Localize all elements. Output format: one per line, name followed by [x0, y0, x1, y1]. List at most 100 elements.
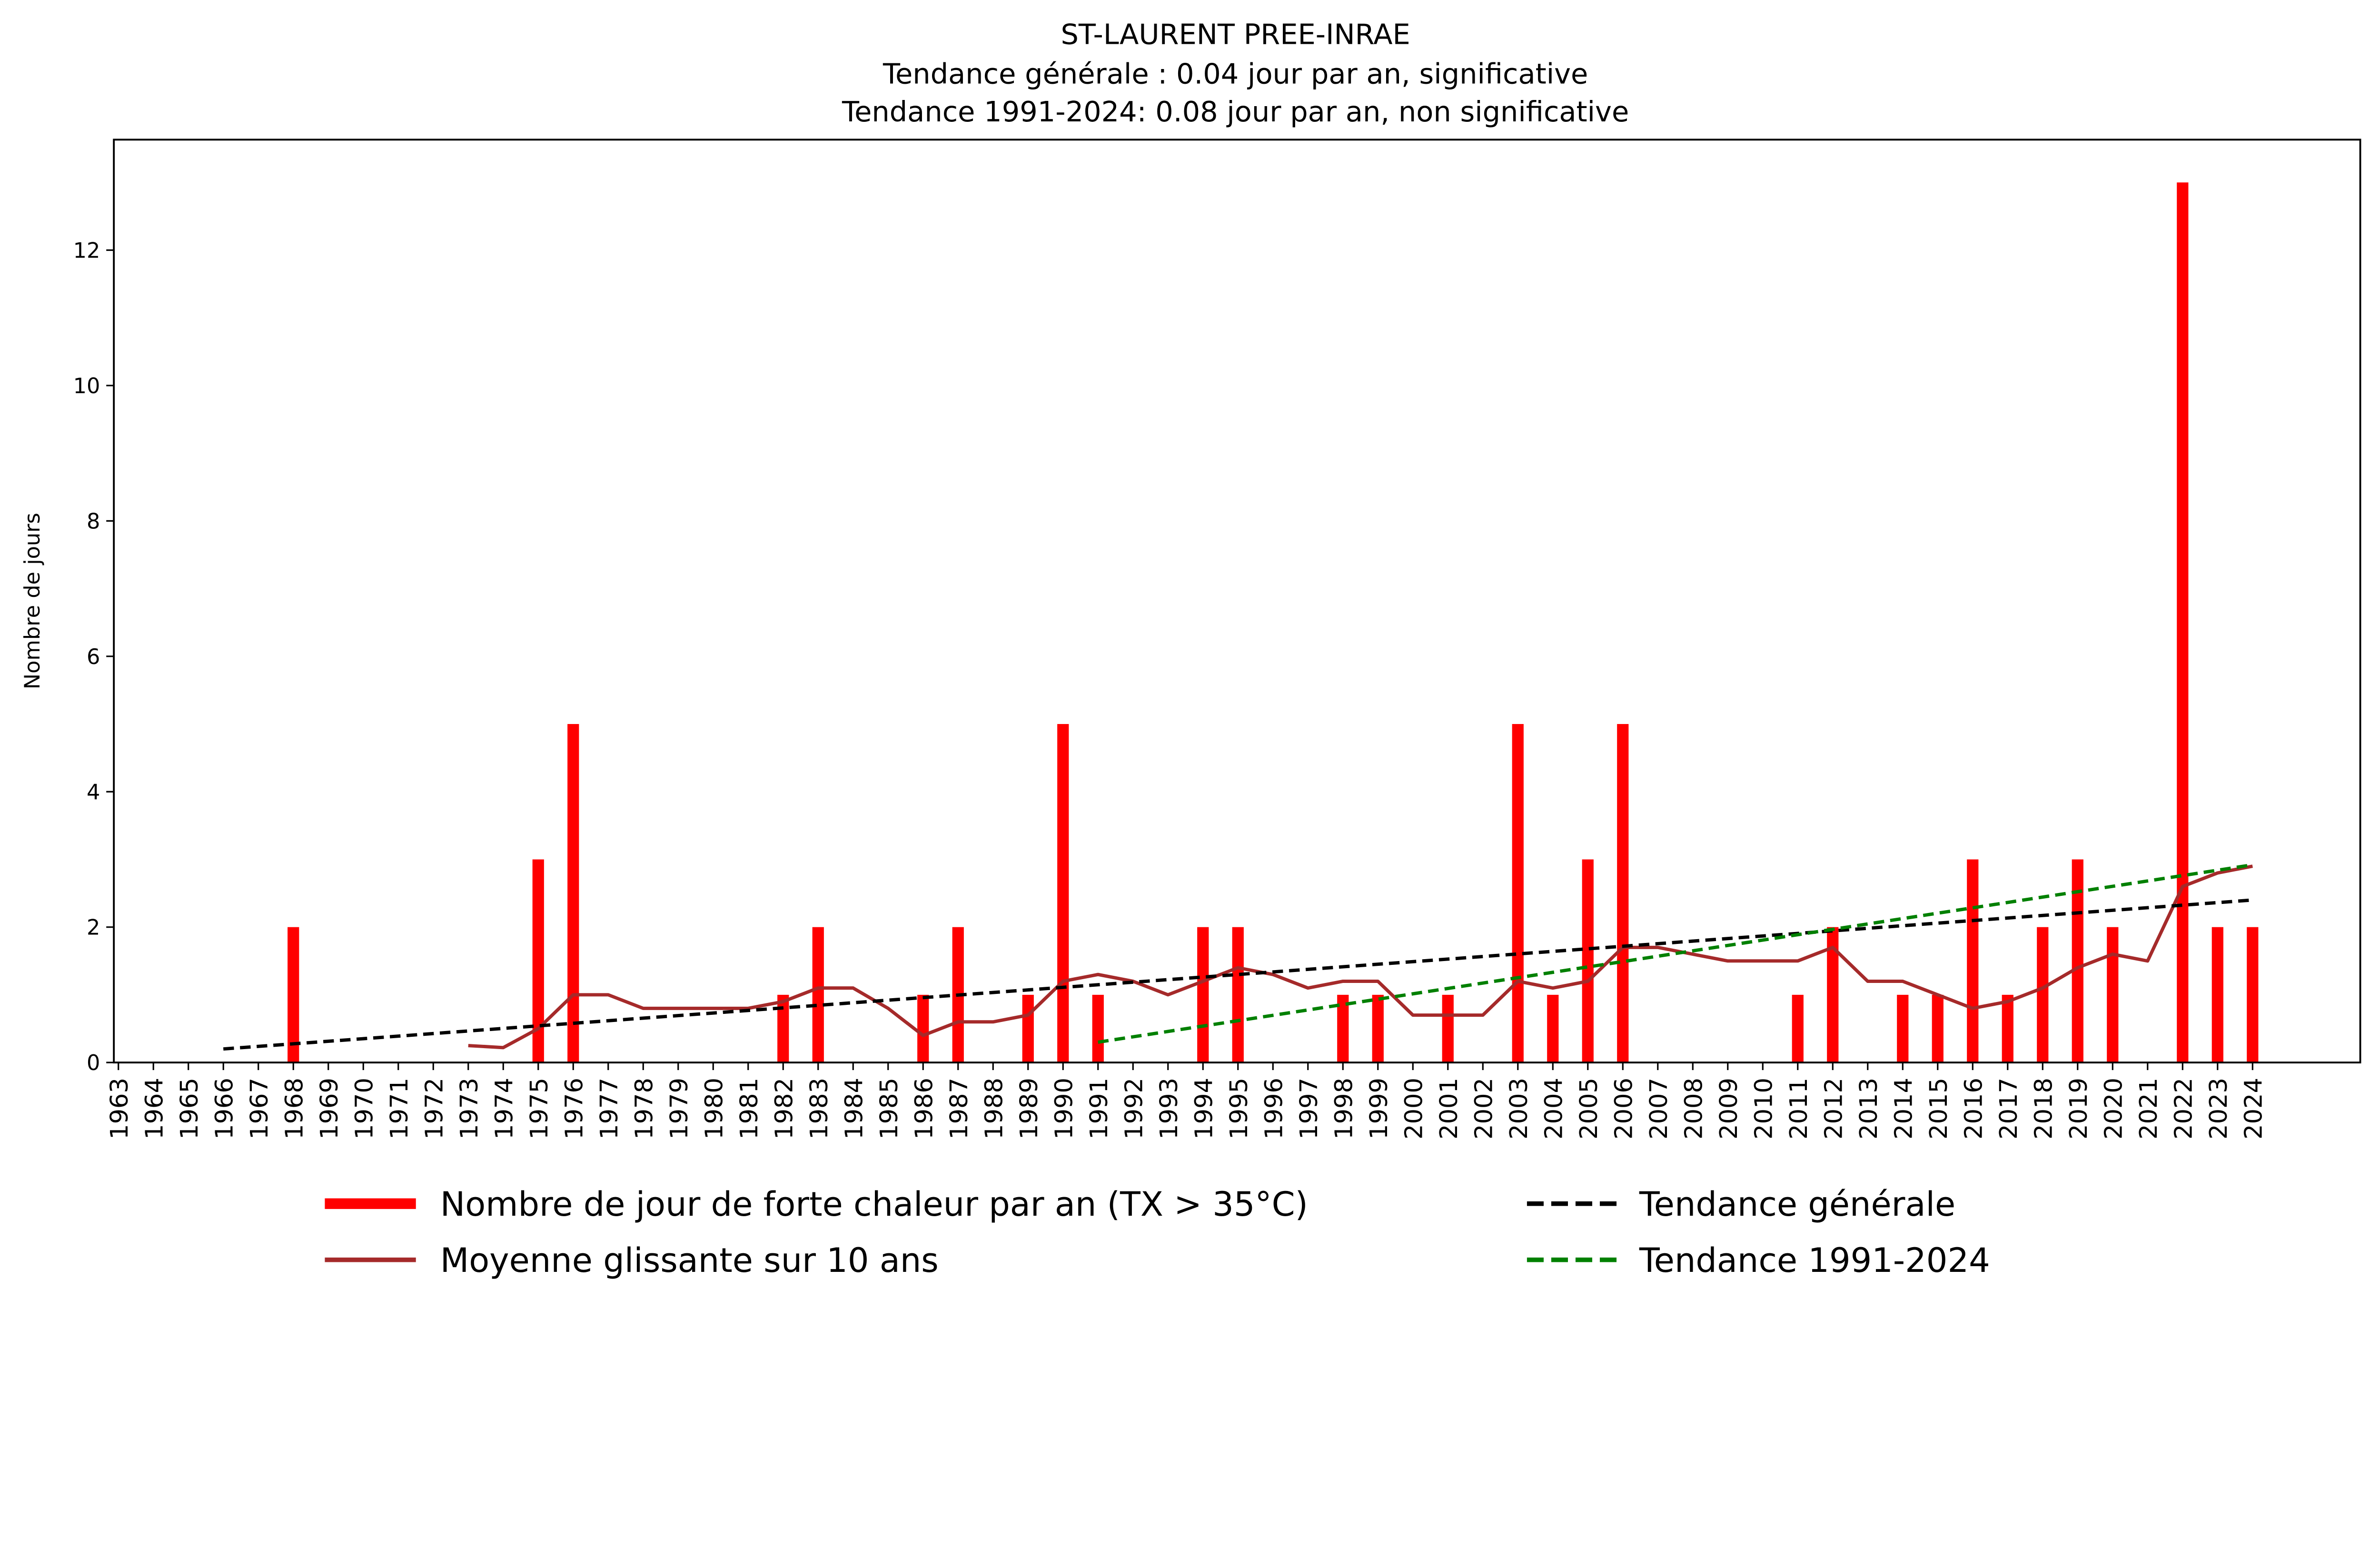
x-tick-label-2008: 2008	[1680, 1078, 1708, 1140]
x-tick-label-1983: 1983	[805, 1078, 833, 1140]
x-tick-label-1969: 1969	[316, 1078, 344, 1140]
bar-2022	[2177, 182, 2189, 1063]
x-tick-label-1991: 1991	[1085, 1078, 1113, 1140]
x-tick-label-2004: 2004	[1540, 1078, 1568, 1140]
bar-2016	[1967, 859, 1979, 1063]
bar-2011	[1792, 994, 1804, 1063]
x-tick-label-1981: 1981	[735, 1078, 764, 1140]
bar-2024	[2247, 927, 2259, 1063]
chart-subtitle-2: Tendance 1991-2024: 0.08 jour par an, no…	[842, 95, 1629, 128]
bar-1983	[812, 927, 824, 1063]
x-tick-label-1968: 1968	[280, 1078, 308, 1140]
x-tick-label-2003: 2003	[1505, 1078, 1533, 1140]
x-tick-label-1975: 1975	[526, 1078, 554, 1140]
bar-2003	[1512, 724, 1524, 1063]
x-tick-label-1976: 1976	[560, 1078, 588, 1140]
x-tick-label-2006: 2006	[1610, 1078, 1638, 1140]
bar-2018	[2037, 927, 2049, 1063]
x-tick-label-1992: 1992	[1120, 1078, 1148, 1140]
x-tick-label-1985: 1985	[875, 1078, 903, 1140]
x-tick-label-1977: 1977	[595, 1078, 624, 1140]
bar-1986	[917, 994, 929, 1063]
bar-2017	[2002, 994, 2013, 1063]
x-tick-label-1997: 1997	[1295, 1078, 1323, 1140]
bar-1999	[1372, 994, 1384, 1063]
x-tick-label-2002: 2002	[1470, 1078, 1498, 1140]
x-tick-label-1965: 1965	[176, 1078, 204, 1140]
x-tick-label-2007: 2007	[1645, 1078, 1673, 1140]
x-tick-label-1974: 1974	[490, 1078, 518, 1140]
bar-1995	[1232, 927, 1244, 1063]
bar-2006	[1617, 724, 1629, 1063]
chart: ST-LAURENT PREE-INRAE Tendance générale …	[0, 0, 2380, 1318]
x-tick-label-1984: 1984	[840, 1078, 868, 1140]
chart-title: ST-LAURENT PREE-INRAE	[1061, 18, 1410, 50]
x-tick-label-2023: 2023	[2205, 1078, 2233, 1140]
y-tick-label-8: 8	[87, 509, 100, 534]
y-tick-label-10: 10	[73, 374, 100, 398]
x-tick-label-1967: 1967	[246, 1078, 274, 1140]
x-tick-label-1970: 1970	[350, 1078, 378, 1140]
x-tick-label-1971: 1971	[386, 1078, 414, 1140]
background	[0, 0, 2380, 1318]
x-tick-label-1973: 1973	[456, 1078, 484, 1140]
x-tick-label-1995: 1995	[1225, 1078, 1253, 1140]
x-tick-label-2015: 2015	[1925, 1078, 1953, 1140]
x-tick-label-2010: 2010	[1750, 1078, 1778, 1140]
y-tick-label-4: 4	[87, 780, 100, 804]
x-tick-label-1999: 1999	[1365, 1078, 1393, 1140]
bar-2014	[1897, 994, 1909, 1063]
trend-1991-2024-line	[1098, 863, 2253, 1044]
bar-1968	[288, 927, 299, 1063]
x-tick-label-1986: 1986	[910, 1078, 938, 1140]
bar-2004	[1547, 994, 1559, 1063]
x-tick-label-2024: 2024	[2240, 1078, 2268, 1140]
x-tick-label-2019: 2019	[2065, 1078, 2093, 1140]
bar-2001	[1442, 994, 1454, 1063]
legend-label-moving-average: Moyenne glissante sur 10 ans	[440, 1241, 939, 1280]
x-tick-label-2020: 2020	[2100, 1078, 2128, 1140]
x-tick-label-1978: 1978	[630, 1078, 658, 1140]
y-tick-label-6: 6	[87, 645, 100, 669]
x-tick-label-1963: 1963	[106, 1078, 134, 1140]
moving-average-line	[468, 864, 2253, 1050]
general-trend-line	[223, 898, 2253, 1051]
x-tick-label-1989: 1989	[1015, 1078, 1043, 1140]
x-tick-label-1980: 1980	[700, 1078, 728, 1140]
bar-1991	[1092, 994, 1104, 1063]
x-tick-label-1979: 1979	[665, 1078, 694, 1140]
legend: Nombre de jour de forte chaleur par an (…	[325, 1185, 1990, 1280]
x-tick-label-1994: 1994	[1190, 1078, 1218, 1140]
bar-1990	[1057, 724, 1069, 1063]
x-tick-label-1982: 1982	[770, 1078, 798, 1140]
legend-label-general-trend: Tendance générale	[1639, 1185, 1955, 1224]
x-tick-label-1972: 1972	[420, 1078, 448, 1140]
x-tick-label-1998: 1998	[1330, 1078, 1358, 1140]
y-tick-label-0: 0	[87, 1051, 100, 1075]
bar-1989	[1022, 994, 1034, 1063]
bar-1994	[1197, 927, 1209, 1063]
y-tick-label-2: 2	[87, 915, 100, 940]
x-tick-label-2014: 2014	[1890, 1078, 1918, 1140]
y-axis-label: Nombre de jours	[20, 513, 45, 689]
x-tick-label-2017: 2017	[1995, 1078, 2023, 1140]
x-tick-label-2009: 2009	[1715, 1078, 1743, 1140]
axes-frame	[113, 139, 2361, 1064]
x-tick-label-1988: 1988	[980, 1078, 1008, 1140]
x-tick-label-1964: 1964	[140, 1078, 169, 1140]
bar-2015	[1932, 994, 1944, 1063]
x-tick-label-2011: 2011	[1785, 1078, 1813, 1140]
chart-subtitle-1: Tendance générale : 0.04 jour par an, si…	[883, 57, 1588, 90]
x-tick-label-2022: 2022	[2170, 1078, 2198, 1140]
x-tick-label-1996: 1996	[1260, 1078, 1288, 1140]
x-tick-label-2012: 2012	[1820, 1078, 1848, 1140]
x-tick-label-2001: 2001	[1435, 1078, 1463, 1140]
y-tick-label-12: 12	[73, 238, 100, 263]
x-tick-label-2016: 2016	[1960, 1078, 1988, 1140]
x-tick-label-1993: 1993	[1155, 1078, 1183, 1140]
x-tick-label-2013: 2013	[1855, 1078, 1883, 1140]
x-tick-label-1987: 1987	[945, 1078, 973, 1140]
x-tick-label-2000: 2000	[1400, 1078, 1428, 1140]
bar-2005	[1582, 859, 1594, 1063]
